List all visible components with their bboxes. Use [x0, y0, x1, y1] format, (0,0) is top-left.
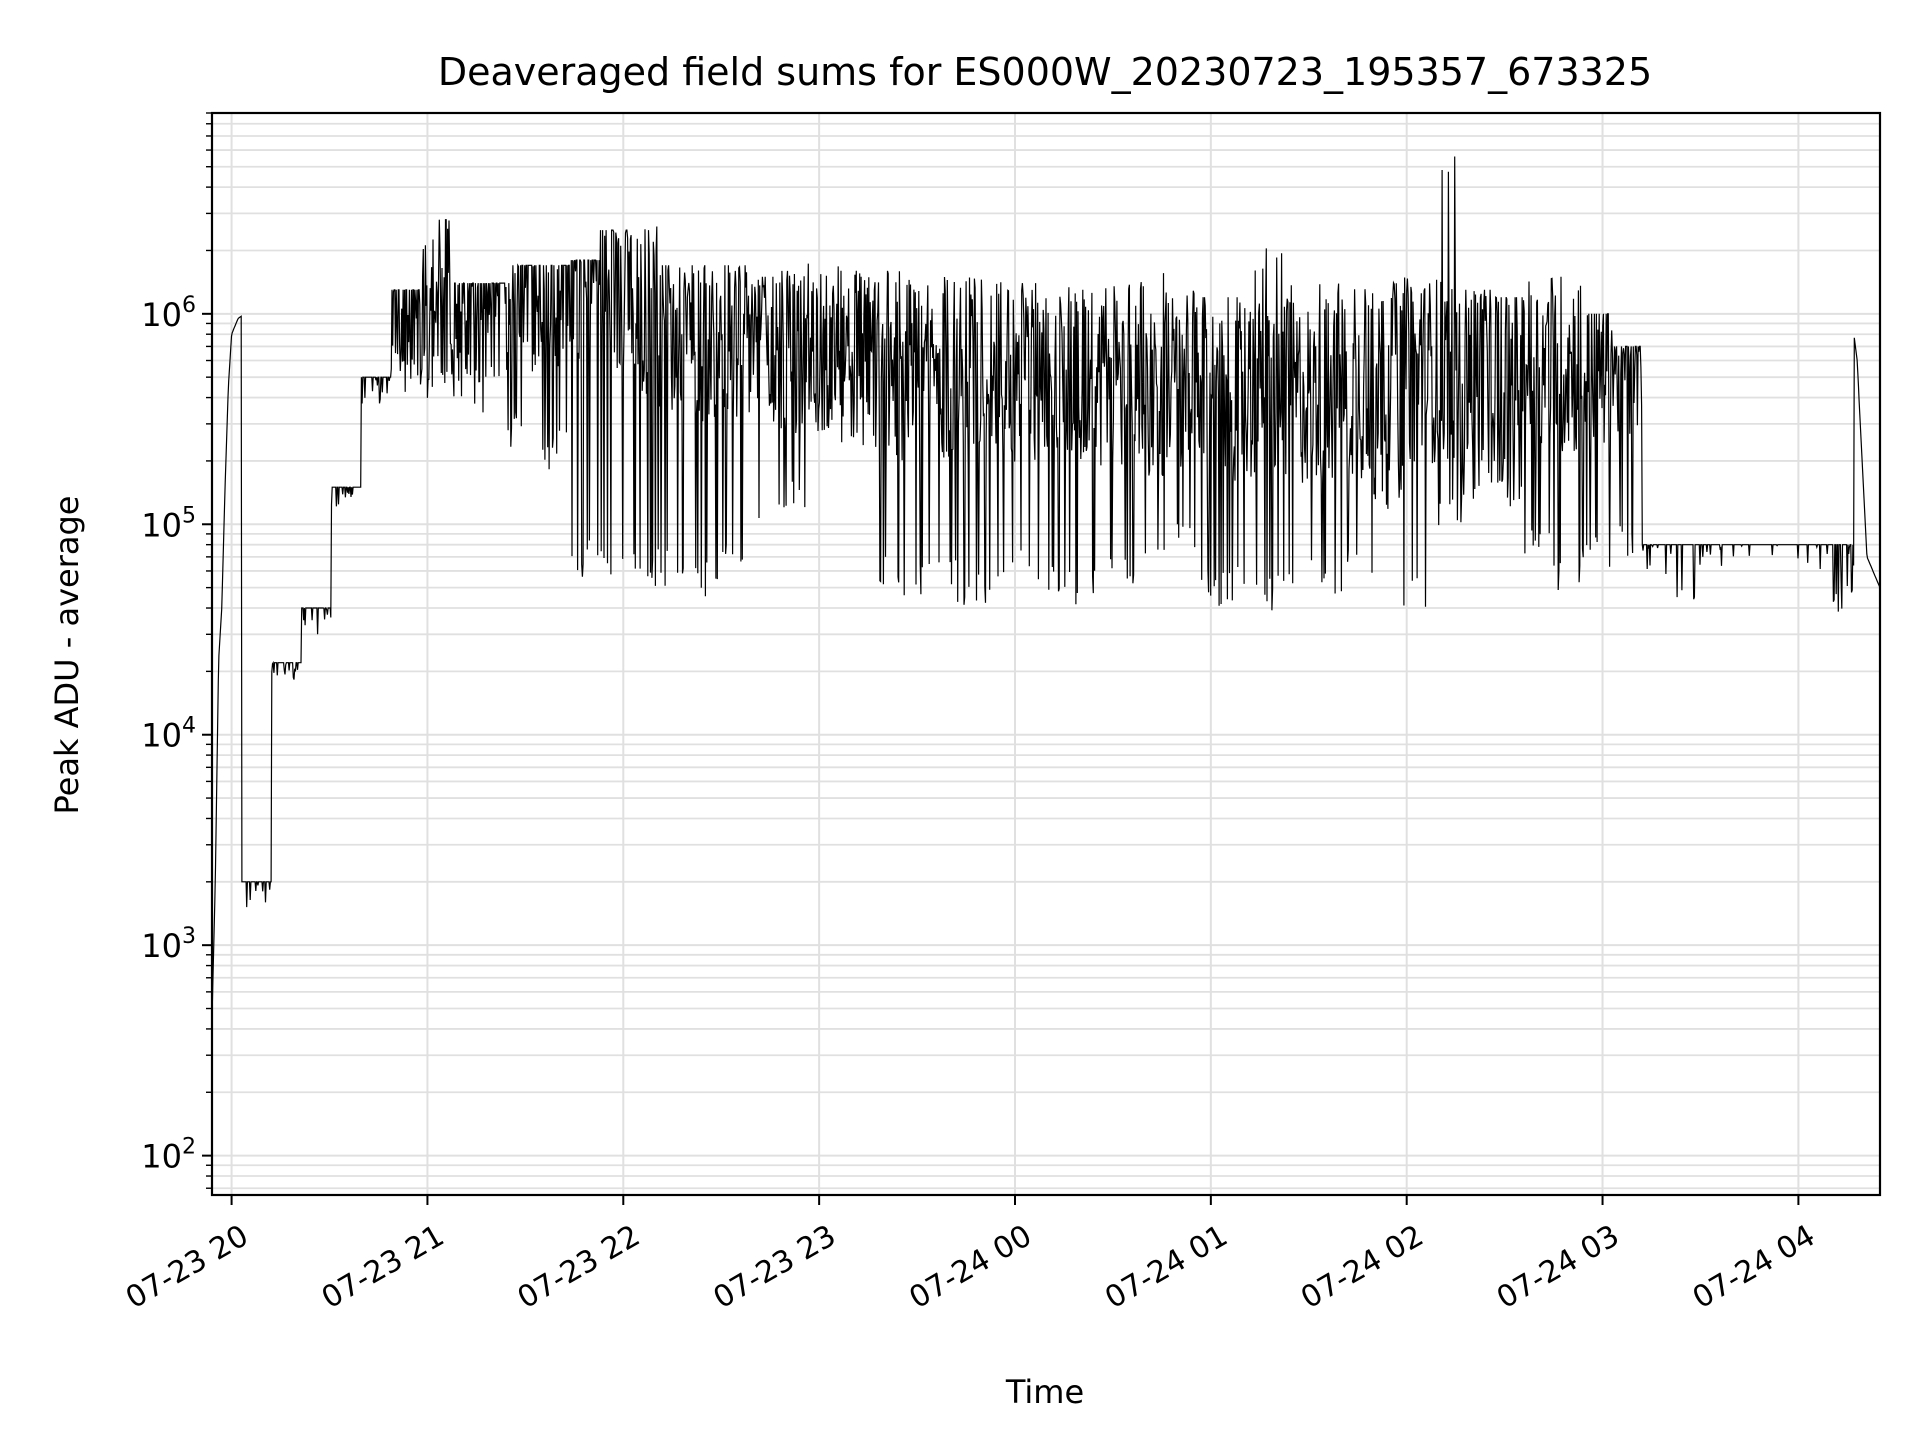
y-tick-label: 106: [141, 293, 196, 334]
series-line: [211, 156, 1881, 1019]
chart-title: Deaveraged field sums for ES000W_2023072…: [438, 50, 1652, 94]
x-axis-label: Time: [1005, 1373, 1084, 1411]
plot-area-frame: [210, 111, 1882, 1197]
y-axis-label: Peak ADU - average: [48, 496, 86, 815]
data-layer: [211, 156, 1881, 1019]
grid-layer: [212, 112, 1880, 1195]
y-tick-label: 103: [141, 924, 196, 965]
y-tick-label: 104: [141, 714, 196, 755]
y-tick-label: 105: [141, 503, 196, 544]
y-tick-label: 102: [141, 1135, 196, 1176]
